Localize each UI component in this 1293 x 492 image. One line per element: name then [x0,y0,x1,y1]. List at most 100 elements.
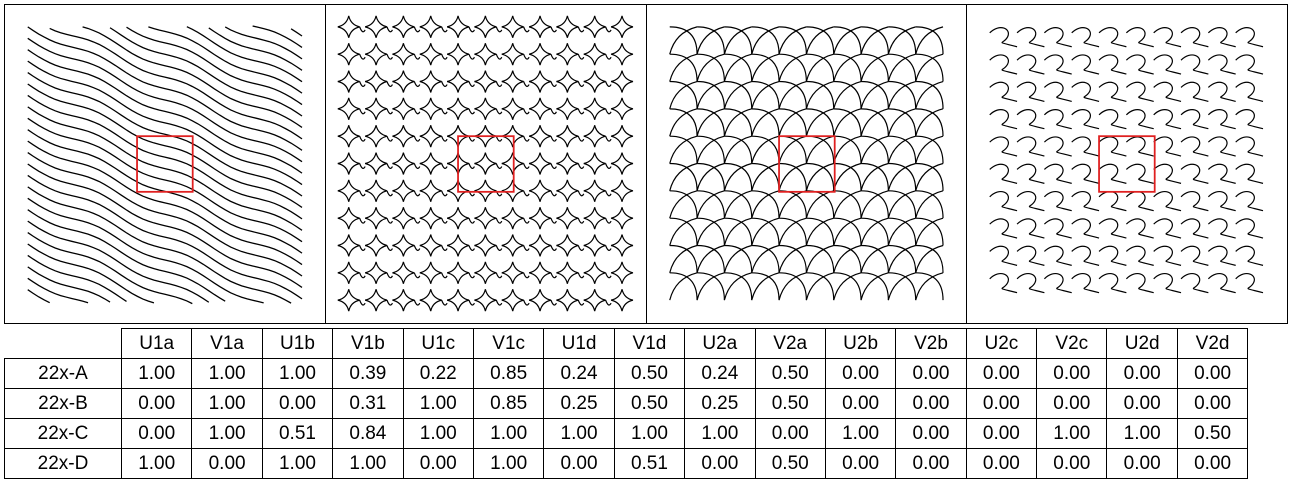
pinwheel-arc [778,162,807,191]
pinwheel-arc [860,135,889,164]
table-cell: 0.00 [402,448,474,479]
row-label: 22x-A [4,358,122,389]
column-header: V1c [472,328,545,359]
pinwheel-arc [915,135,944,164]
pinwheel-arc [915,108,944,137]
teardrop-loop [1016,190,1045,212]
teardrop-loop [1016,218,1045,239]
star-motif [364,207,387,230]
star-motif [364,179,387,202]
table-cell: 0.00 [120,418,193,449]
pinwheel-arc [750,108,779,137]
star-link [468,163,475,169]
star-link [386,53,393,60]
star-motif [610,70,633,93]
pinwheel-arc [805,108,834,137]
pinwheel-arc [750,135,779,164]
pinwheel-arc [668,272,697,301]
pinwheel-arc [750,162,779,191]
teardrop-loop [1126,81,1155,102]
table-cell: 0.00 [965,388,1038,419]
table-cell: 1.00 [120,358,193,389]
teardrop-loop [1126,272,1155,294]
wave-strip-line [27,277,89,304]
pinwheel-arc [777,272,807,301]
star-link [440,299,448,306]
teardrop-loop [989,272,1018,294]
column-header: U2c [965,328,1038,359]
teardrop-loop [1098,218,1127,239]
star-link [468,53,475,60]
star-link [358,272,366,279]
column-header: U1b [261,328,334,359]
table-cell: 0.50 [613,388,686,419]
teardrop-loop [1071,27,1100,48]
table-cell: 0.50 [613,358,686,389]
star-link [440,135,448,142]
pinwheel-arc [669,26,698,55]
star-motif [474,179,497,202]
teardrop-loop [1208,136,1237,157]
pinwheel-arc [805,162,834,191]
table-cell: 1.00 [261,448,334,479]
pinwheel-arc [860,53,889,82]
teardrop-loop [1208,81,1237,102]
teardrop-loop [1071,81,1100,102]
pinwheel-arc [695,244,725,273]
star-link [413,245,421,251]
pattern-1-drawing [27,25,303,305]
pinwheel-arc [833,217,862,246]
teardrop-loop [1208,218,1237,239]
star-motif [528,207,551,230]
star-motif [392,179,415,202]
star-link [358,81,366,87]
table-cell: 1.00 [402,388,474,419]
pinwheel-arc [750,217,779,246]
pinwheel-arc [777,162,807,191]
pinwheel-arc [805,162,834,191]
star-motif [610,125,633,148]
pinwheel-arc [915,244,944,273]
pinwheel-arc [860,190,889,219]
pinwheel-arc [887,162,916,191]
pinwheel-arc [751,135,780,164]
wave-strip-line [27,266,111,303]
star-motif [501,289,524,312]
teardrop-loop [1153,54,1182,75]
pinwheel-arc [668,217,697,246]
wave-strip-line [27,220,210,303]
table-row: 22x-A 1.00 1.00 1.00 0.39 0.22 0.85 0.24 0.50 0.2… [4,358,1249,389]
star-link [522,135,530,142]
teardrop-loop [1016,81,1045,102]
pinwheel-arc [723,217,752,246]
star-motif [556,70,579,93]
star-link [550,272,557,279]
star-motif [501,179,524,202]
star-link [577,217,585,224]
star-motif [392,97,415,120]
table-cell: 0.22 [402,358,474,389]
pinwheel-arc [914,272,943,301]
star-link [604,53,612,60]
star-motif [501,43,524,66]
teardrop-loop [1098,190,1127,212]
star-link [468,272,475,279]
teardrop-loop [1071,136,1100,157]
teardrop-loop [989,54,1018,75]
pinwheel-arc [805,108,834,137]
wave-strip-line [27,106,303,231]
teardrop-loop [1126,27,1155,48]
pinwheel-arc [833,272,862,301]
pinwheel-arc [777,217,807,246]
pinwheel-arc [778,217,807,246]
star-link [495,217,503,224]
table-cell: 0.00 [824,448,897,479]
star-link [522,245,530,251]
star-link [550,81,557,87]
star-motif [610,234,633,257]
teardrop-loop [1044,54,1073,75]
star-link [577,272,585,279]
teardrop-loop [1098,163,1127,184]
table-cell: 0.00 [965,358,1038,389]
pinwheel-arc [778,80,807,109]
